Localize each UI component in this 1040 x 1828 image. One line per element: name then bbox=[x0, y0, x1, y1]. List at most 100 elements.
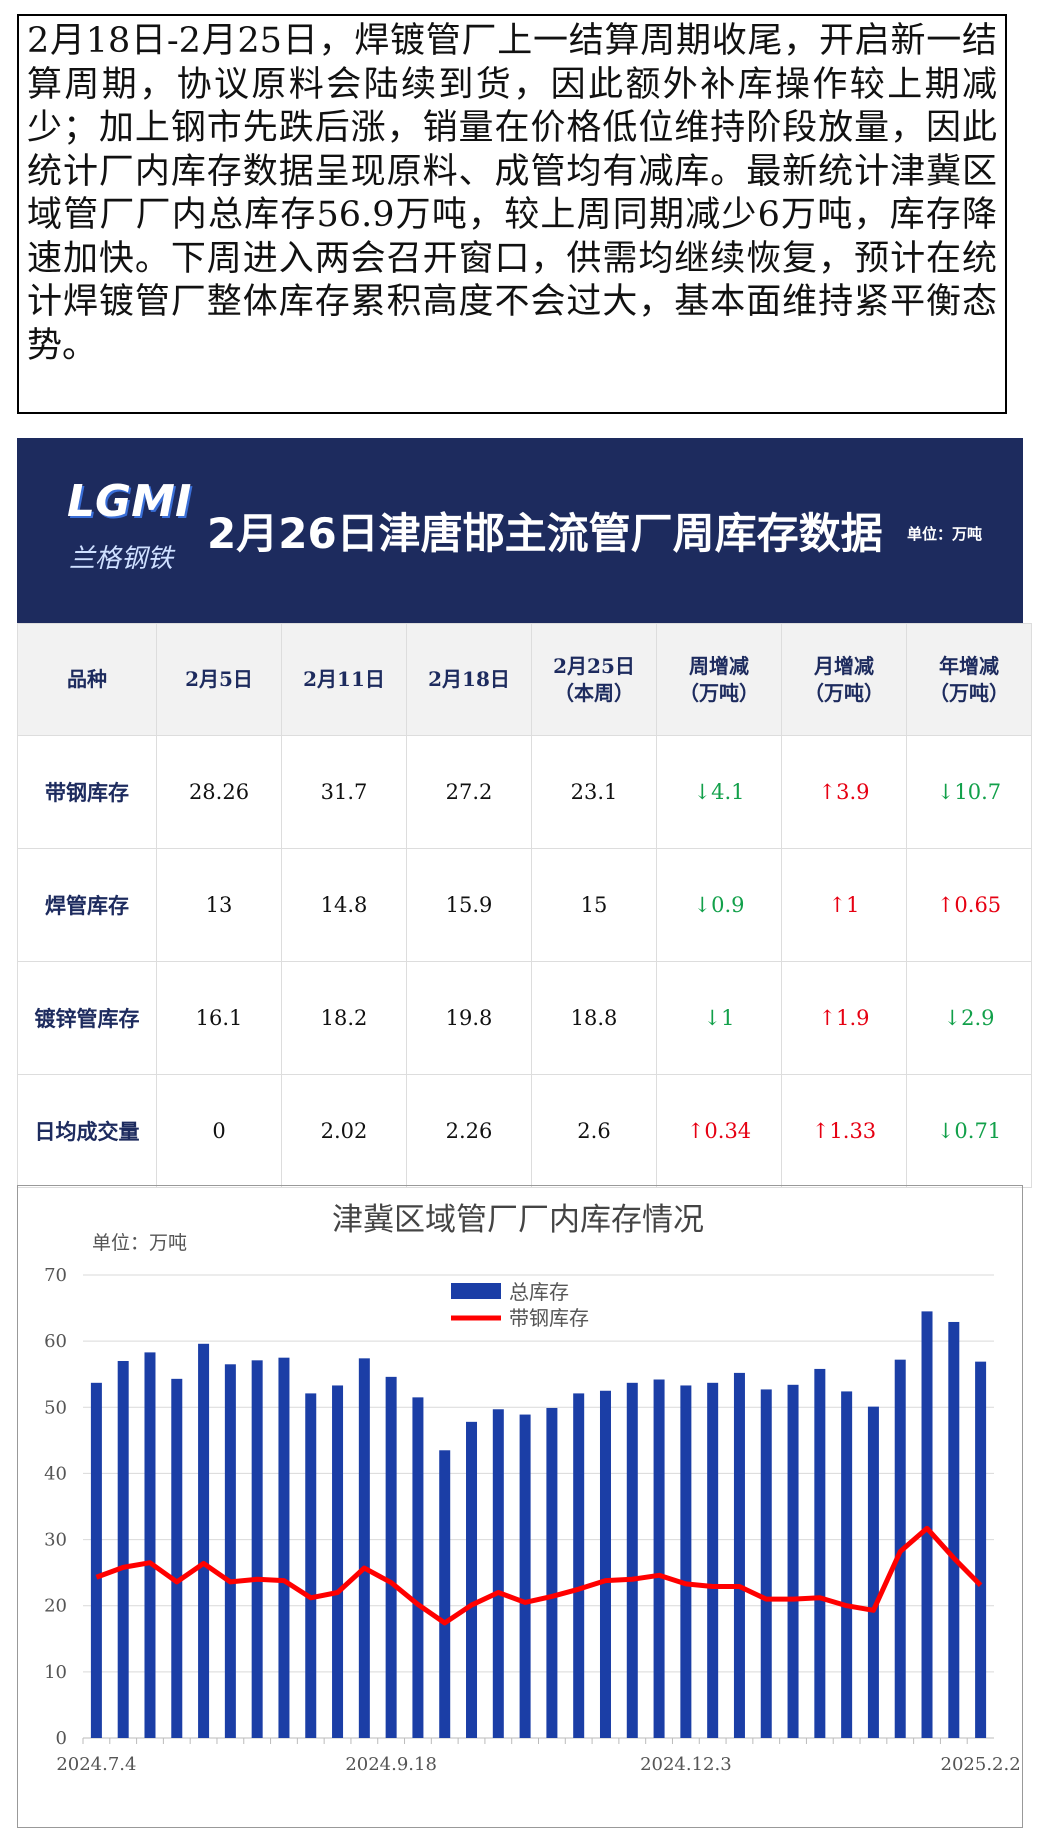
bar bbox=[599, 1390, 611, 1738]
column-header: 月增减 （万吨） bbox=[781, 623, 907, 736]
table-cell: ↓1 bbox=[656, 961, 782, 1075]
bar bbox=[787, 1384, 799, 1738]
table-row: 镀锌管库存 16.1 18.2 19.8 18.8 ↓1 ↑1.9 ↓2.9 bbox=[17, 961, 1032, 1075]
bar bbox=[278, 1357, 290, 1738]
bar bbox=[492, 1409, 504, 1738]
chart-title: 津冀区域管厂厂内库存情况 bbox=[332, 1202, 704, 1238]
header-unit: 单位：万吨 bbox=[907, 525, 983, 543]
line bbox=[95, 1525, 983, 1626]
header-line: 月增减 bbox=[814, 653, 874, 678]
legend-label: 带钢库存 bbox=[509, 1306, 589, 1330]
logo-subtitle: 兰格钢铁 bbox=[69, 544, 174, 574]
bar bbox=[680, 1385, 692, 1738]
chart-unit: 单位：万吨 bbox=[92, 1232, 187, 1254]
bar bbox=[144, 1352, 156, 1738]
table-cell: 18.2 bbox=[281, 961, 407, 1075]
table-cell: 15.9 bbox=[406, 848, 532, 962]
table-cell: ↓2.9 bbox=[906, 961, 1032, 1075]
legend-swatch bbox=[451, 1283, 501, 1299]
bar bbox=[519, 1414, 531, 1738]
inventory-table: 品种 2月5日 2月11日 2月18日 2月25日 （本周） 周增减 （万吨） 月增减 （万吨）年… bbox=[17, 623, 1032, 1188]
bar bbox=[867, 1406, 879, 1738]
table-cell: ↓0.9 bbox=[656, 848, 782, 962]
x-tick-label: 2024.9.18 bbox=[345, 1754, 437, 1775]
bar bbox=[760, 1389, 772, 1738]
bar bbox=[466, 1421, 478, 1738]
bar bbox=[117, 1360, 129, 1738]
bar bbox=[573, 1393, 585, 1738]
table-cell: ↑0.65 bbox=[906, 848, 1032, 962]
legend-label: 总库存 bbox=[509, 1280, 569, 1304]
column-header: 周增减 （万吨） bbox=[656, 623, 782, 736]
table-cell: 27.2 bbox=[406, 735, 532, 849]
bar bbox=[332, 1385, 344, 1738]
logo: LGMI bbox=[67, 476, 192, 527]
header-line: （万吨） bbox=[804, 680, 884, 705]
column-header: 品种 bbox=[17, 623, 157, 736]
y-tick-label: 30 bbox=[44, 1530, 67, 1551]
y-tick-label: 70 bbox=[44, 1265, 67, 1286]
bar bbox=[171, 1378, 183, 1738]
summary-text: 2月18日-2月25日，焊镀管厂上一结算周期收尾，开启新一结算周期，协议原料会陆… bbox=[17, 14, 1007, 414]
table-cell: ↑1 bbox=[781, 848, 907, 962]
y-tick-label: 0 bbox=[56, 1728, 67, 1749]
table-cell: 23.1 bbox=[531, 735, 657, 849]
column-header: 2月5日 bbox=[156, 623, 282, 736]
header-line: 2月11日 bbox=[303, 667, 385, 691]
y-tick-label: 60 bbox=[44, 1331, 67, 1352]
row-label: 带钢库存 bbox=[17, 735, 157, 849]
table-row: 带钢库存 28.26 31.7 27.2 23.1 ↓4.1 ↑3.9 ↓10.7 bbox=[17, 735, 1032, 849]
table-cell: ↑1.33 bbox=[781, 1074, 907, 1188]
table-row: 焊管库存 13 14.8 15.9 15 ↓0.9 ↑1 ↑0.65 bbox=[17, 848, 1032, 962]
bar bbox=[198, 1343, 210, 1738]
header-line: （万吨） bbox=[679, 680, 759, 705]
header-line: 2月25日 bbox=[553, 653, 635, 678]
bar bbox=[385, 1376, 397, 1738]
row-label: 焊管库存 bbox=[17, 848, 157, 962]
column-header: 2月11日 bbox=[281, 623, 407, 736]
bar bbox=[841, 1391, 853, 1738]
table-cell: 16.1 bbox=[156, 961, 282, 1075]
bar bbox=[439, 1450, 451, 1738]
table-cell: ↑1.9 bbox=[781, 961, 907, 1075]
bar bbox=[814, 1368, 826, 1738]
bar bbox=[224, 1364, 236, 1738]
header-line: （万吨） bbox=[929, 680, 1009, 705]
table-cell: 31.7 bbox=[281, 735, 407, 849]
bar bbox=[921, 1311, 933, 1738]
header-line: 年增减 bbox=[939, 653, 999, 678]
bar bbox=[653, 1379, 665, 1738]
table-row: 日均成交量 0 2.02 2.26 2.6 ↑0.34 ↑1.33 ↓0.71 bbox=[17, 1074, 1032, 1188]
bar bbox=[707, 1382, 719, 1738]
table-cell: ↑0.34 bbox=[656, 1074, 782, 1188]
bar bbox=[733, 1372, 745, 1738]
header: LGMI 兰格钢铁 2月26日津唐邯主流管厂周库存数据 单位：万吨 bbox=[17, 438, 1023, 623]
column-header: 年增减 （万吨） bbox=[906, 623, 1032, 736]
table-cell: ↑3.9 bbox=[781, 735, 907, 849]
x-tick-label: 2024.7.4 bbox=[56, 1754, 136, 1775]
column-header: 2月18日 bbox=[406, 623, 532, 736]
row-label: 镀锌管库存 bbox=[17, 961, 157, 1075]
bar bbox=[626, 1382, 638, 1738]
x-tick-label: 2025.2.2 bbox=[941, 1754, 1021, 1775]
header-row: 品种 2月5日 2月11日 2月18日 2月25日 （本周） 周增减 （万吨） 月增减 （万吨）年… bbox=[17, 623, 1032, 736]
table-cell: 14.8 bbox=[281, 848, 407, 962]
row-label: 日均成交量 bbox=[17, 1074, 157, 1188]
header-line: 品种 bbox=[67, 667, 107, 691]
column-header: 2月25日 （本周） bbox=[531, 623, 657, 736]
table-cell: ↓0.71 bbox=[906, 1074, 1032, 1188]
bar bbox=[546, 1407, 558, 1738]
header-line: （本周） bbox=[554, 680, 634, 705]
table-cell: 2.6 bbox=[531, 1074, 657, 1188]
table-cell: 2.02 bbox=[281, 1074, 407, 1188]
table-cell: 28.26 bbox=[156, 735, 282, 849]
header-line: 周增减 bbox=[689, 653, 749, 678]
chart: 津冀区域管厂厂内库存情况 单位：万吨 0 10 20 30 40 50 60 70 2024.7… bbox=[17, 1185, 1023, 1828]
header-line: 2月5日 bbox=[185, 667, 253, 691]
table-cell: 0 bbox=[156, 1074, 282, 1188]
y-tick-label: 40 bbox=[44, 1463, 67, 1484]
y-tick-label: 50 bbox=[44, 1397, 67, 1418]
x-tick-label: 2024.12.3 bbox=[640, 1754, 732, 1775]
y-tick-label: 20 bbox=[44, 1596, 67, 1617]
